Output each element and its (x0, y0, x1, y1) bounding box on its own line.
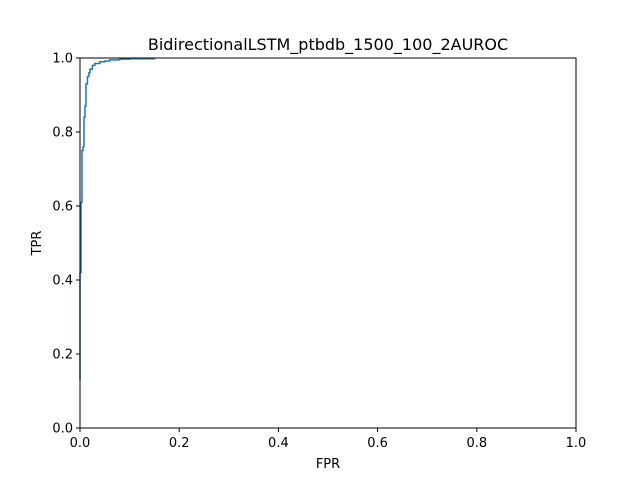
roc-curve-line (79, 57, 156, 380)
x-tick-label: 0.6 (367, 436, 388, 451)
y-tick-label: 0.8 (52, 126, 73, 141)
series-layer (79, 57, 156, 380)
x-axis-ticks: 0.0 0.2 0.4 0.6 0.8 1.0 (70, 428, 587, 451)
y-axis-ticks: 0.0 0.2 0.4 0.6 0.8 1.0 (52, 52, 80, 437)
plot-area (80, 58, 576, 428)
x-tick-label: 0.4 (268, 436, 289, 451)
chart-title: BidirectionalLSTM_ptbdb_1500_100_2AUROC (148, 35, 508, 55)
y-axis-label: TPR (30, 231, 45, 257)
x-tick-label: 0.8 (466, 436, 487, 451)
x-tick-label: 0.0 (70, 436, 91, 451)
y-tick-label: 0.2 (52, 348, 73, 363)
x-tick-label: 0.2 (169, 436, 190, 451)
y-tick-label: 0.0 (52, 422, 73, 437)
y-tick-label: 0.4 (52, 274, 73, 289)
x-tick-label: 1.0 (566, 436, 587, 451)
plot-frame (79, 57, 577, 429)
y-tick-label: 0.6 (52, 200, 73, 215)
y-tick-label: 1.0 (52, 52, 73, 67)
x-axis-label: FPR (316, 457, 340, 472)
